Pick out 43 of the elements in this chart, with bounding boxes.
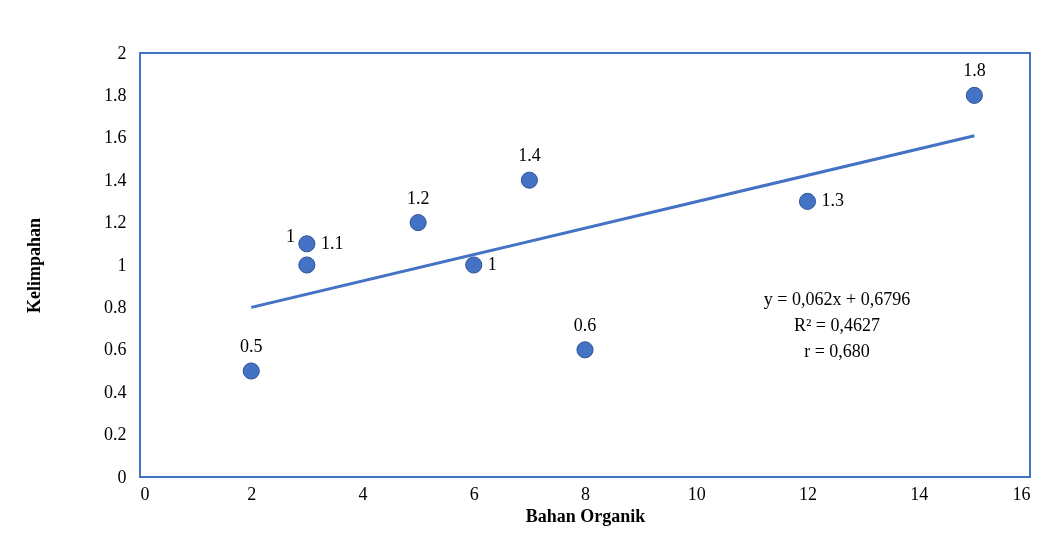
- data-label: 0.6: [573, 314, 597, 335]
- y-tick-label: 1.6: [104, 127, 127, 148]
- point: [298, 256, 316, 274]
- y-tick-label: 1.4: [104, 169, 127, 190]
- y-tick-label: 0.8: [104, 296, 127, 317]
- point: [298, 235, 316, 253]
- annotation: R² = 0,4627: [793, 315, 881, 335]
- data-label: 1: [487, 254, 497, 274]
- x-tick-label: 0: [140, 483, 150, 504]
- data-label: 0.5: [240, 336, 263, 356]
- x-tick-label: 14: [910, 483, 929, 504]
- y-tick-label: 1.8: [104, 84, 127, 105]
- y-tick-label: 1.2: [104, 212, 127, 233]
- y-tick-label: 0.4: [104, 381, 127, 402]
- x-axis-title: Bahan Organik: [525, 505, 646, 526]
- x-tick-label: 12: [799, 483, 817, 504]
- data-label: 1.3: [821, 190, 844, 211]
- annotation: r = 0,680: [804, 341, 870, 361]
- y-tick-label: 0: [117, 466, 127, 487]
- x-tick-label: 4: [358, 483, 368, 504]
- y-tick-label: 0.6: [104, 339, 127, 360]
- y-axis-title: Kelimpahan: [24, 217, 44, 314]
- x-tick-label: 16: [1012, 483, 1031, 504]
- x-tick-label: 10: [687, 483, 706, 504]
- data-label: 1.8: [963, 60, 986, 81]
- y-tick-label: 1: [117, 254, 127, 275]
- point: [242, 362, 260, 380]
- point: [409, 214, 427, 232]
- data-label: 1: [285, 226, 295, 246]
- data-label: 1.2: [406, 187, 430, 208]
- x-tick-label: 6: [469, 483, 479, 504]
- point: [465, 256, 483, 274]
- point: [520, 171, 538, 189]
- point: [798, 192, 817, 210]
- x-tick-label: 8: [581, 483, 590, 504]
- x-tick-label: 2: [247, 483, 257, 504]
- y-tick-label: 0.2: [104, 424, 127, 445]
- y-tick-label: 2: [117, 42, 127, 63]
- point: [965, 86, 983, 104]
- point: [576, 341, 594, 359]
- annotation: y = 0,062x + 0,6796: [763, 289, 911, 309]
- data-label: 1.1: [320, 232, 344, 253]
- data-label: 1.4: [518, 145, 541, 166]
